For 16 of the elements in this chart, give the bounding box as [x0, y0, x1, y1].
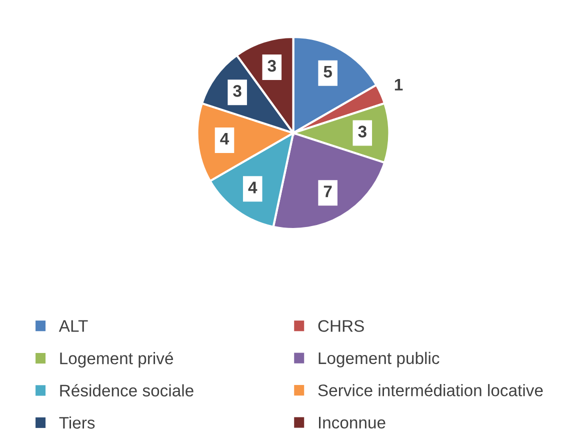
data-label: 4 — [220, 133, 230, 145]
data-label: 7 — [324, 186, 332, 198]
data-label: 3 — [358, 126, 366, 138]
legend-label: Service intermédiation locative — [318, 384, 543, 396]
data-label: 5 — [324, 66, 332, 78]
data-label: 1 — [394, 78, 403, 90]
data-label: 3 — [268, 60, 276, 72]
legend-label: Inconnue — [318, 416, 386, 429]
data-label: 3 — [233, 85, 242, 97]
data-label: 4 — [248, 182, 258, 194]
legend-label: ALT — [58, 320, 88, 332]
legend-label: Résidence sociale — [60, 384, 194, 397]
legend-label: Tiers — [59, 416, 95, 429]
legend-label: Logement public — [318, 352, 440, 368]
legend-label: Logement privé — [60, 352, 174, 368]
legend-label: CHRS — [318, 320, 364, 332]
